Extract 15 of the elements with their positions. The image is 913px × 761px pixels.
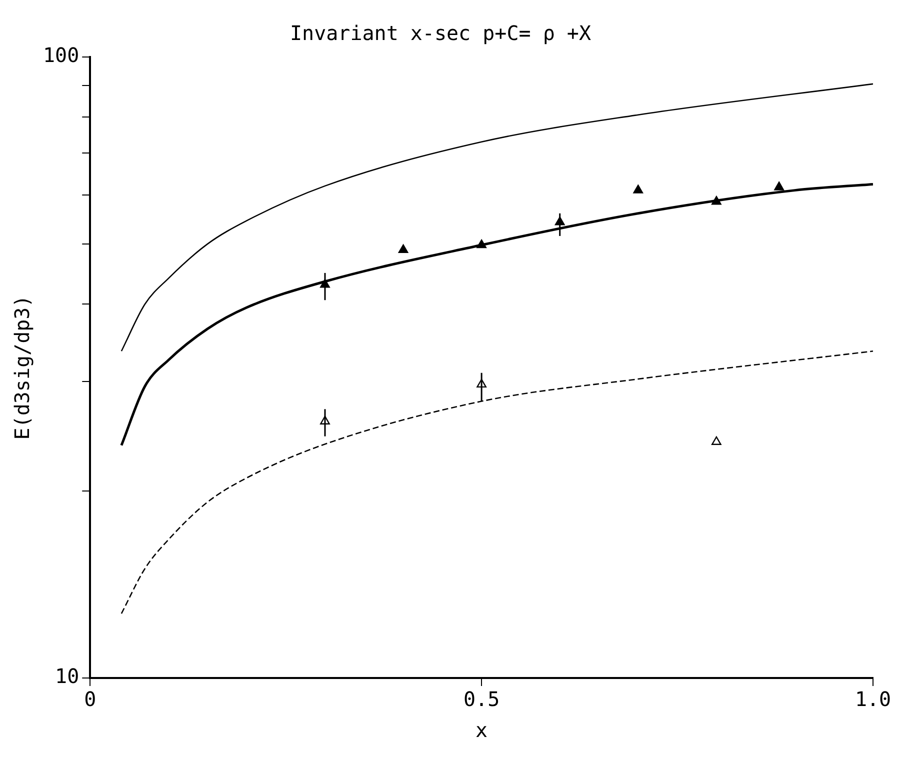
x-tick-label: 1.0 (854, 687, 892, 712)
y-tick-label: 10 (55, 664, 80, 688)
x-tick-label: 0.5 (464, 687, 500, 712)
x-tick-label: 0 (84, 687, 96, 712)
chart-title: Invariant x-sec p+C= ρ +X (290, 21, 592, 46)
point (711, 436, 722, 445)
line-series (120, 83, 873, 352)
line-series (120, 350, 873, 614)
point (633, 184, 644, 194)
x-axis-title: x (476, 718, 488, 742)
point (398, 244, 408, 254)
y-axis-title: E(d3sig/dp3) (10, 295, 34, 440)
point (774, 182, 784, 190)
line-series (120, 182, 873, 447)
y-tick-label: 100 (43, 43, 80, 68)
